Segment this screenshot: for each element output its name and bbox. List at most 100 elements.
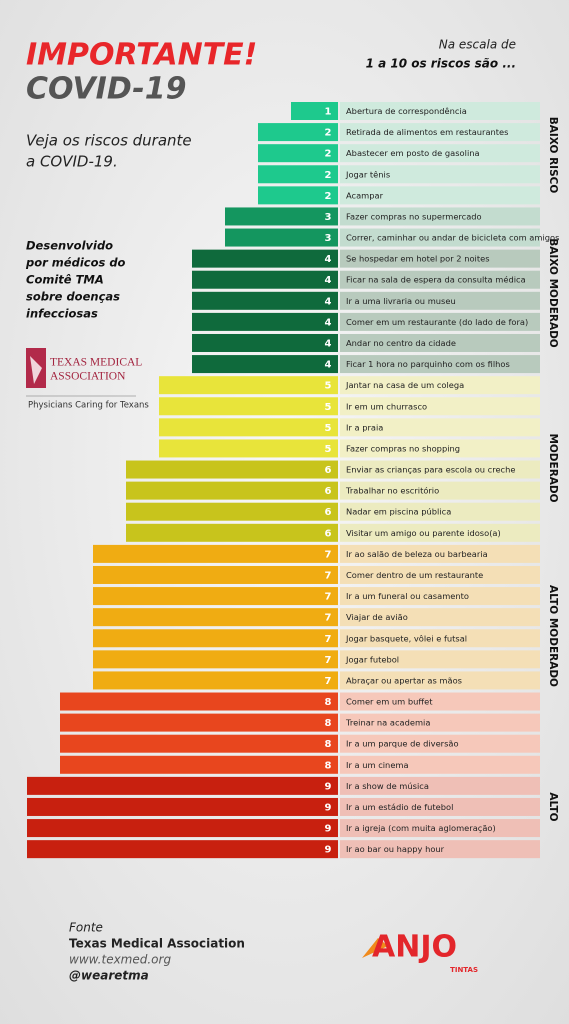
label-bg	[340, 671, 540, 690]
activity-label: Comer em um buffet	[346, 697, 433, 707]
label-bg	[340, 376, 540, 395]
bar	[60, 713, 338, 732]
label-bg	[340, 270, 540, 289]
bar	[225, 228, 338, 247]
title: IMPORTANTE!	[26, 38, 257, 73]
intro: Veja os riscos durante	[26, 132, 192, 150]
bar-value: 3	[325, 212, 332, 223]
bar-value: 2	[325, 149, 332, 160]
bar-value: 8	[325, 697, 332, 708]
bar-value: 7	[325, 592, 332, 603]
activity-label: Andar no centro da cidade	[346, 338, 456, 348]
logo-text: TEXAS MEDICAL	[50, 357, 142, 369]
activity-label: Fazer compras no supermercado	[346, 211, 482, 221]
bar	[93, 608, 338, 627]
label-bg	[340, 755, 540, 774]
label-bg	[340, 565, 540, 584]
activity-label: Jogar tênis	[345, 169, 390, 179]
activity-label: Se hospedar em hotel por 2 noites	[346, 254, 490, 264]
bar-value: 8	[325, 739, 332, 750]
bar-value: 3	[325, 233, 332, 244]
risk-group: BAIXO MODERADO	[547, 238, 559, 348]
label-bg	[340, 523, 540, 542]
label-bg	[340, 692, 540, 711]
activity-label: Fazer compras no shopping	[346, 443, 460, 453]
bar	[27, 840, 338, 859]
label-bg	[340, 228, 540, 247]
bar	[291, 102, 338, 120]
bar	[258, 123, 338, 142]
activity-label: Trabalhar no escritório	[345, 486, 439, 496]
bar	[159, 397, 338, 416]
label-bg	[340, 776, 540, 795]
subtitle: COVID-19	[26, 72, 187, 107]
bar-value: 1	[325, 107, 332, 118]
bar	[27, 797, 338, 816]
bar-value: 2	[325, 128, 332, 139]
bar-value: 4	[325, 338, 332, 349]
label-bg	[340, 629, 540, 648]
source: www.texmed.org	[69, 953, 171, 967]
bar	[60, 734, 338, 753]
label-bg	[340, 481, 540, 500]
bar-value: 9	[325, 824, 332, 835]
bar	[60, 692, 338, 711]
label-bg	[340, 397, 540, 416]
bar	[93, 671, 338, 690]
credit: Comitê TMA	[26, 273, 104, 287]
bar-value: 4	[325, 254, 332, 265]
bar	[192, 270, 338, 289]
credit: sobre doenças	[26, 290, 120, 304]
bar	[93, 565, 338, 584]
bar-value: 8	[325, 760, 332, 771]
label-bg	[340, 734, 540, 753]
label-bg	[340, 608, 540, 627]
bar	[192, 333, 338, 352]
label-bg	[340, 819, 540, 838]
source: @wearetma	[69, 969, 149, 983]
activity-label: Visitar um amigo ou parente idoso(a)	[346, 528, 501, 538]
bar	[192, 291, 338, 310]
risk-group: MODERADO	[547, 433, 559, 502]
activity-label: Abertura de correspondência	[346, 106, 467, 116]
activity-label: Jogar basquete, vôlei e futsal	[345, 633, 467, 643]
activity-label: Ir a praia	[346, 422, 383, 432]
activity-label: Enviar as crianças para escola ou creche	[346, 465, 516, 475]
label-bg	[340, 333, 540, 352]
activity-label: Ir a um parque de diversão	[346, 739, 459, 749]
bar-value: 5	[325, 402, 332, 413]
bar-value: 2	[325, 191, 332, 202]
label-bg	[340, 186, 540, 205]
brand: ANJO	[372, 930, 457, 965]
label-bg	[340, 418, 540, 437]
bar-value: 6	[325, 465, 332, 476]
label-bg	[340, 587, 540, 606]
activity-label: Treinar na academia	[345, 718, 430, 728]
bar-value: 7	[325, 634, 332, 645]
label-bg	[340, 102, 540, 120]
bar	[192, 355, 338, 374]
label-bg	[340, 355, 540, 374]
label-bg	[340, 249, 540, 268]
label-bg	[340, 840, 540, 859]
bar	[192, 312, 338, 331]
bar-value: 6	[325, 486, 332, 497]
label-bg	[340, 797, 540, 816]
bar-value: 5	[325, 423, 332, 434]
bar	[159, 439, 338, 458]
bar-value: 7	[325, 655, 332, 666]
bar	[159, 376, 338, 395]
label-bg	[340, 291, 540, 310]
activity-label: Ir a uma livraria ou museu	[346, 296, 456, 306]
bar-value: 6	[325, 528, 332, 539]
logo-tagline: Physicians Caring for Texans	[28, 401, 149, 411]
brand-tag: TINTAS	[450, 966, 478, 974]
bar-value: 7	[325, 570, 332, 581]
bar-value: 9	[325, 781, 332, 792]
bar-value: 7	[325, 613, 332, 624]
label-bg	[340, 439, 540, 458]
activity-label: Ir ao salão de beleza ou barbearia	[346, 549, 488, 559]
bar	[225, 207, 338, 226]
activity-label: Jantar na casa de um colega	[345, 380, 464, 390]
